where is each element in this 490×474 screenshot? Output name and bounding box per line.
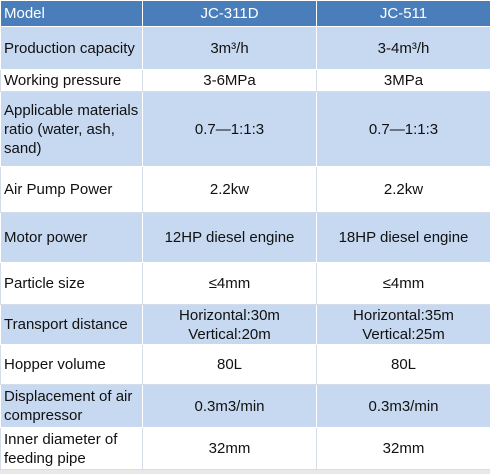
label-cell: Air Pump Power <box>0 166 143 213</box>
table-row: Motor power 12HP diesel engine 18HP diesel… <box>0 212 490 263</box>
value-cell: Horizontal:30m Vertical:20m <box>142 304 317 345</box>
cell-line: Vertical:25m <box>362 325 445 343</box>
value-cell: 0.7—1:1:3 <box>142 91 317 167</box>
cell-line: Vertical:20m <box>188 325 271 343</box>
header-row: Model JC-311D JC-511 <box>0 0 490 27</box>
value-cell: 80L <box>316 344 490 385</box>
table-row: Hopper volume 80L 80L <box>0 344 490 385</box>
value-cell: 18HP diesel engine <box>316 212 490 263</box>
value-cell: 3-4m³/h <box>316 26 490 70</box>
value-cell: 12HP diesel engine <box>142 212 317 263</box>
value-cell: 80L <box>142 344 317 385</box>
value-cell: 0.3m3/min <box>316 384 490 428</box>
label-cell: Production capacity <box>0 26 143 70</box>
table-row: Working pressure 3-6MPa 3MPa <box>0 69 490 92</box>
value-cell: ≤4mm <box>142 262 317 305</box>
table-row: Inner diameter of feeding pipe 32mm 32mm <box>0 427 490 470</box>
table-row: Applicable materials ratio (water, ash, … <box>0 91 490 167</box>
label-cell: Motor power <box>0 212 143 263</box>
value-cell: 3m³/h <box>142 26 317 70</box>
cell-line: Horizontal:30m <box>179 306 280 324</box>
header-cell: JC-511 <box>316 0 490 27</box>
value-cell: 0.7—1:1:3 <box>316 91 490 167</box>
value-cell: 32mm <box>316 427 490 470</box>
value-cell: 2.2kw <box>316 166 490 213</box>
table-header: Model JC-311D JC-511 <box>0 0 490 27</box>
cell-line: Horizontal:35m <box>353 306 454 324</box>
value-cell: Horizontal:35m Vertical:25m <box>316 304 490 345</box>
label-cell: Inner diameter of feeding pipe <box>0 427 143 470</box>
header-cell: Model <box>0 0 143 27</box>
label-cell: Hopper volume <box>0 344 143 385</box>
value-cell: 3MPa <box>316 69 490 92</box>
label-cell: Particle size <box>0 262 143 305</box>
value-cell: ≤4mm <box>316 262 490 305</box>
value-cell: 3-6MPa <box>142 69 317 92</box>
value-cell: 0.3m3/min <box>142 384 317 428</box>
table-row: Air Pump Power 2.2kw 2.2kw <box>0 166 490 213</box>
table-body: Production capacity 3m³/h 3-4m³/h Working p… <box>0 26 490 470</box>
header-cell: JC-311D <box>142 0 317 27</box>
label-cell: Working pressure <box>0 69 143 92</box>
value-cell: 32mm <box>142 427 317 470</box>
table-row: Displacement of air compressor 0.3m3/min 0… <box>0 384 490 428</box>
label-cell: Displacement of air compressor <box>0 384 143 428</box>
table-row: Transport distance Horizontal:30m Vertical… <box>0 304 490 345</box>
value-cell: 2.2kw <box>142 166 317 213</box>
table-row: Production capacity 3m³/h 3-4m³/h <box>0 26 490 70</box>
label-cell: Transport distance <box>0 304 143 345</box>
label-cell: Applicable materials ratio (water, ash, … <box>0 91 143 167</box>
table-row: Particle size ≤4mm ≤4mm <box>0 262 490 305</box>
